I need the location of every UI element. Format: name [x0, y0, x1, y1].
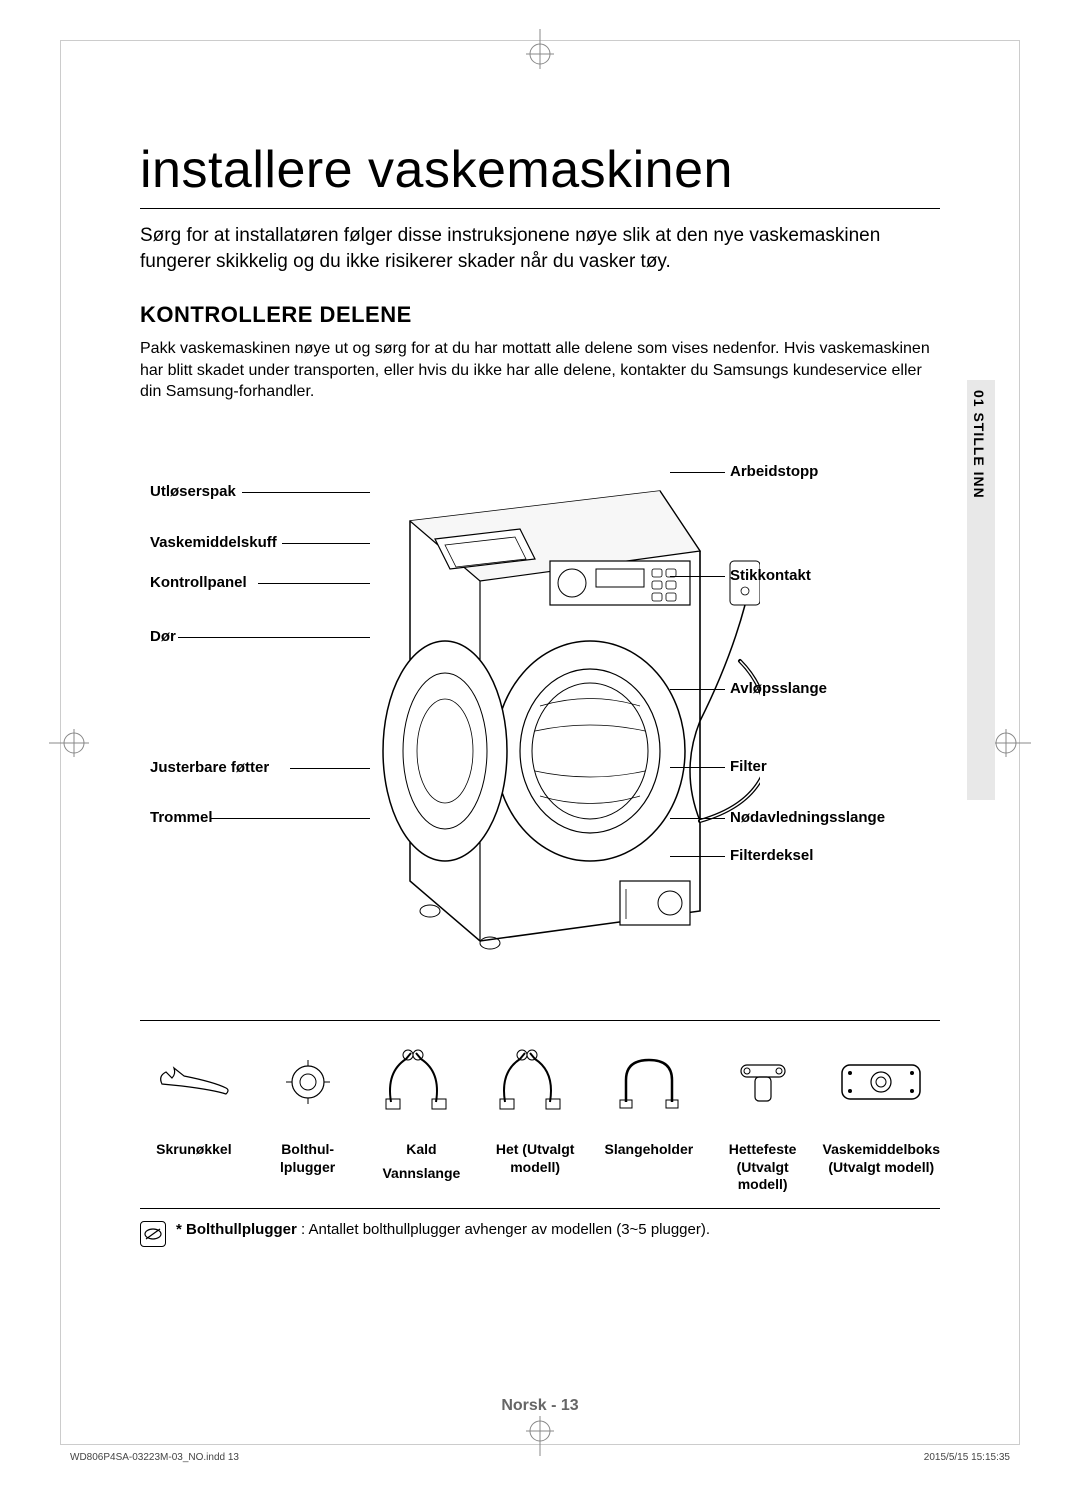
callout-label: Justerbare føtter — [150, 759, 269, 776]
footer-file: WD806P4SA-03223M-03_NO.indd 13 — [70, 1452, 239, 1463]
callout-line — [670, 472, 725, 473]
part-item: Slangeholder — [595, 1043, 703, 1159]
callout-line — [670, 818, 725, 819]
callout-label: Dør — [150, 628, 176, 645]
callout-label: Trommel — [150, 809, 213, 826]
page-content: installere vaskemaskinen Sørg for at ins… — [140, 140, 940, 1385]
callout-line — [210, 818, 370, 819]
callout-line — [178, 637, 370, 638]
callout-line — [258, 583, 370, 584]
section-body: Pakk vaskemaskinen nøye ut og sørg for a… — [140, 338, 940, 403]
part-icon — [709, 1043, 817, 1121]
callout-label: Filterdeksel — [730, 847, 813, 864]
callout-label: Avløpsslange — [730, 680, 827, 697]
callout-line — [670, 856, 725, 857]
part-label: Het (Utvalgtmodell) — [481, 1141, 589, 1176]
intro-text: Sørg for at installatøren følger disse i… — [140, 223, 940, 274]
section-title: KONTROLLERE DELENE — [140, 302, 940, 328]
part-icon — [823, 1043, 941, 1121]
note-row: * Bolthullplugger : Antallet bolthullplu… — [140, 1221, 940, 1247]
crop-mark-top — [520, 29, 560, 79]
part-label: Vaskemiddelboks(Utvalgt modell) — [823, 1141, 941, 1176]
part-icon — [368, 1043, 476, 1121]
parts-row: Skrunøkkel Bolthul-lplugger Kald Vannslange… — [140, 1033, 940, 1209]
note-text: * Bolthullplugger : Antallet bolthullplu… — [176, 1221, 710, 1238]
footer-page-number: Norsk - 13 — [501, 1397, 578, 1415]
callout-label: Stikkontakt — [730, 567, 811, 584]
callout-label: Arbeidstopp — [730, 463, 818, 480]
note-icon — [140, 1221, 166, 1247]
callout-label: Filter — [730, 758, 767, 775]
callout-label: Vaskemiddelskuff — [150, 534, 277, 551]
part-item: Skrunøkkel — [140, 1043, 248, 1159]
part-label: Bolthul-lplugger — [254, 1141, 362, 1176]
callout-line — [670, 576, 725, 577]
crop-mark-left — [49, 723, 99, 763]
part-label: Skrunøkkel — [140, 1141, 248, 1159]
callout-line — [670, 767, 725, 768]
washing-machine-illustration — [340, 441, 760, 981]
part-icon — [254, 1043, 362, 1121]
callout-label: Utløserspak — [150, 483, 236, 500]
part-item: Kald Vannslange — [368, 1043, 476, 1182]
page-title: installere vaskemaskinen — [140, 140, 940, 209]
part-item: Het (Utvalgtmodell) — [481, 1043, 589, 1176]
part-label: Hettefeste(Utvalgtmodell) — [709, 1141, 817, 1194]
callout-line — [242, 492, 370, 493]
part-label: Slangeholder — [595, 1141, 703, 1159]
part-sublabel: Vannslange — [368, 1165, 476, 1183]
part-item: Hettefeste(Utvalgtmodell) — [709, 1043, 817, 1194]
part-item: Vaskemiddelboks(Utvalgt modell) — [823, 1043, 941, 1176]
part-label: Kald — [368, 1141, 476, 1159]
part-icon — [595, 1043, 703, 1121]
part-icon — [481, 1043, 589, 1121]
part-item: Bolthul-lplugger — [254, 1043, 362, 1176]
callout-label: Nødavledningsslange — [730, 809, 885, 826]
footer-time: 2015/5/15 15:15:35 — [924, 1452, 1010, 1463]
callout-line — [290, 768, 370, 769]
machine-diagram: Utløserspak Vaskemiddelskuff Kontrollpanel… — [140, 421, 940, 1021]
callout-label: Kontrollpanel — [150, 574, 247, 591]
callout-line — [670, 689, 725, 690]
part-icon — [140, 1043, 248, 1121]
side-tab-label: 01 STILLE INN — [971, 390, 987, 499]
callout-line — [282, 543, 370, 544]
